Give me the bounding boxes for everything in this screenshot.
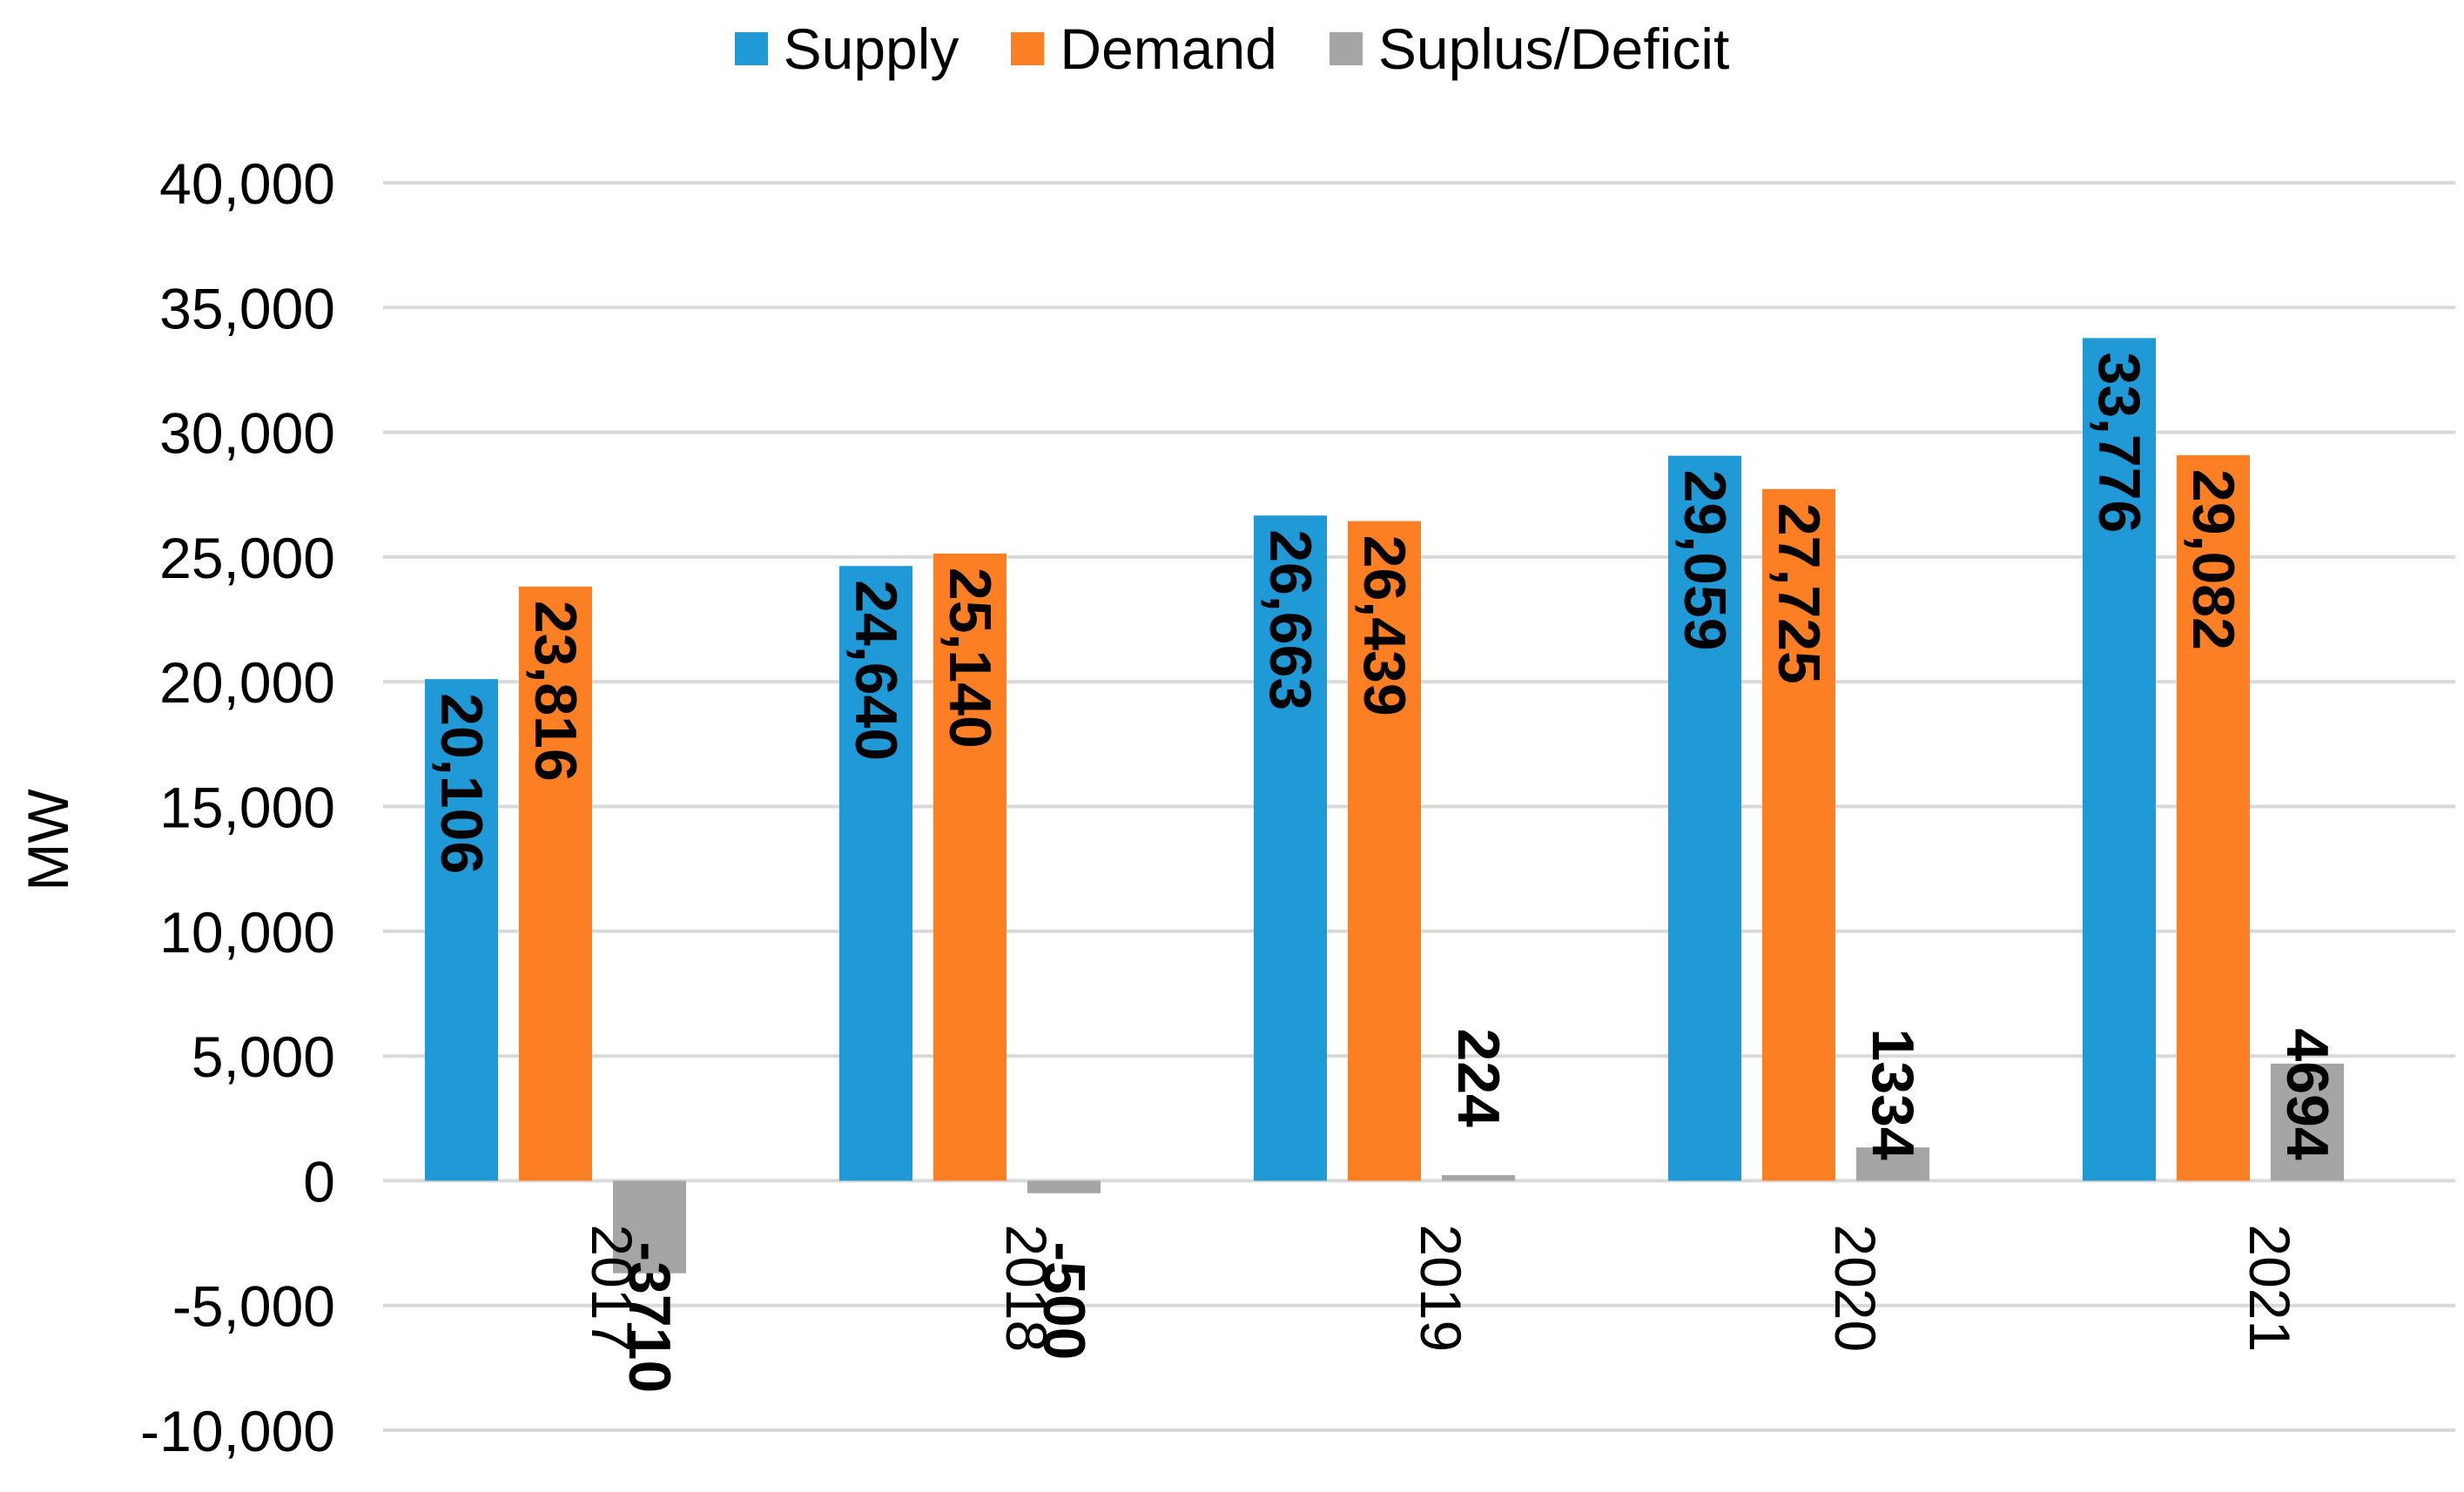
data-label-demand-2020: 27,725 (1766, 503, 1832, 684)
data-labels: 20,106 23,816 -3710 24,640 25,140 -500 26,663 2… (428, 352, 2340, 1393)
bar-demand-2021 (2177, 454, 2250, 1181)
legend-item-supply: Supply (734, 16, 959, 82)
data-label-supply-2020: 29,059 (1672, 470, 1738, 651)
bar-demand-2019 (1348, 521, 1421, 1181)
bar-surplus-deficit-2018 (1027, 1180, 1101, 1193)
legend-label-demand: Demand (1060, 17, 1277, 81)
legend: Supply Demand Suplus/Deficit (0, 16, 2464, 82)
bar-supply-2018 (839, 566, 912, 1181)
y-tick-label: 35,000 (159, 276, 335, 340)
legend-item-demand: Demand (1011, 16, 1277, 82)
data-label-surplus-deficit-2019: 224 (1445, 1028, 1511, 1127)
data-label-surplus-deficit-2017: -3710 (616, 1241, 683, 1393)
y-axis-ticks: 40,000 35,000 30,000 25,000 20,000 15,000 10,0… (140, 151, 335, 1463)
bar-demand-2017 (519, 586, 592, 1181)
y-tick-label: -10,000 (140, 1399, 335, 1463)
y-tick-label: 10,000 (159, 900, 335, 964)
bar-supply-2019 (1254, 515, 1327, 1181)
bar-supply-2020 (1668, 455, 1741, 1181)
bar-surplus-deficit-2017 (613, 1180, 686, 1274)
x-tick-label: 2021 (2238, 1224, 2302, 1352)
data-label-supply-2021: 33,776 (2086, 352, 2152, 533)
legend-swatch-demand (1011, 32, 1045, 65)
bar-demand-2020 (1762, 488, 1835, 1181)
y-tick-label: 25,000 (159, 526, 335, 590)
data-label-surplus-deficit-2018: -500 (1031, 1241, 1097, 1360)
bar-surplus-deficit-2019 (1442, 1174, 1515, 1181)
y-tick-label: 40,000 (159, 151, 335, 216)
data-label-demand-2018: 25,140 (937, 568, 1003, 749)
data-label-demand-2017: 23,816 (522, 601, 589, 782)
legend-label-surplus-deficit: Suplus/Deficit (1377, 17, 1730, 81)
bar-supply-2017 (425, 679, 498, 1181)
y-tick-label: 15,000 (159, 776, 335, 840)
data-label-supply-2017: 20,106 (428, 693, 495, 874)
legend-swatch-surplus-deficit (1329, 32, 1363, 65)
data-label-surplus-deficit-2020: 1334 (1860, 1028, 1926, 1159)
y-tick-label: 5,000 (192, 1025, 335, 1089)
x-axis-ticks: 2017 2018 2019 2020 2021 (580, 1224, 2302, 1352)
x-tick-label: 2017 (580, 1224, 644, 1352)
data-label-surplus-deficit-2021: 4694 (2274, 1028, 2340, 1159)
y-axis-label: MW (16, 789, 80, 891)
data-label-demand-2019: 26,439 (1351, 535, 1417, 716)
y-tick-label: 30,000 (159, 401, 335, 466)
bar-surplus-deficit-2020 (1856, 1147, 1929, 1181)
y-tick-label: 0 (303, 1149, 335, 1213)
bar-demand-2018 (933, 553, 1006, 1181)
x-tick-label: 2018 (994, 1224, 1059, 1352)
data-label-supply-2019: 26,663 (1257, 529, 1323, 710)
x-tick-label: 2020 (1823, 1224, 1888, 1352)
y-tick-label: 20,000 (159, 650, 335, 715)
legend-label-supply: Supply (783, 17, 959, 81)
bar-surplus-deficit-2021 (2271, 1063, 2344, 1181)
data-label-demand-2021: 29,082 (2180, 469, 2246, 650)
data-label-supply-2018: 24,640 (843, 580, 909, 761)
bar-supply-2021 (2083, 338, 2156, 1181)
y-tick-label: -5,000 (172, 1274, 335, 1339)
bars (425, 338, 2344, 1274)
legend-item-surplus-deficit: Suplus/Deficit (1329, 16, 1730, 82)
x-tick-label: 2019 (1409, 1224, 1473, 1352)
legend-swatch-supply (734, 32, 768, 65)
